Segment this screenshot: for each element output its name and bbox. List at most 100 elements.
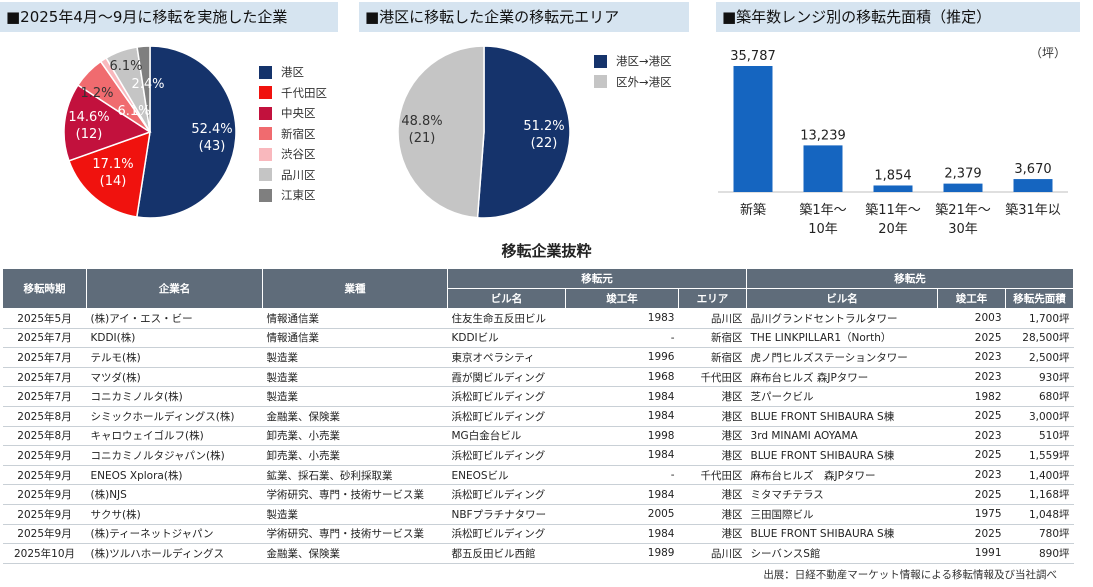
pie-count-label: (22) <box>531 136 558 151</box>
table-row: 2025年9月 サクサ(株) 製造業 NBFプラチナタワー 2005 港区 三田国際ビル 19… <box>2 504 1074 525</box>
pie-pct-label: 2.4% <box>131 77 164 92</box>
table-cell: 1,168坪 <box>1005 484 1074 505</box>
pie-slice <box>135 45 237 219</box>
legend-label: 新宿区 <box>281 126 316 141</box>
table-cell: 2025 <box>937 328 1006 349</box>
legend-swatch <box>259 127 272 141</box>
bar-unit-label: （坪） <box>1030 46 1067 60</box>
legend-label: 品川区 <box>281 167 316 182</box>
table-cell: 1968 <box>565 367 679 388</box>
table-cell: 品川グランドセントラルタワー <box>746 308 938 329</box>
bar <box>733 66 773 192</box>
table-cell: 1982 <box>937 386 1006 407</box>
table-cell: BLUE FRONT SHIBAURA S棟 <box>746 406 938 427</box>
col-to-building: ビル名 <box>746 288 939 309</box>
table-cell: 港区 <box>678 426 747 447</box>
table-cell: 卸売業、小売業 <box>262 426 448 447</box>
table-row: 2025年7月 KDDI(株) 情報通信業 KDDIビル - 新宿区 THE LINKPIL… <box>2 328 1074 349</box>
legend-item: 港区→港区 <box>594 51 672 72</box>
table-cell: (株)NJS <box>86 484 263 505</box>
legend-swatch <box>259 168 272 182</box>
table-title: 移転企業抜粋 <box>0 240 1093 261</box>
table-cell: 1984 <box>565 406 679 427</box>
table-cell: 金融業、保険業 <box>262 406 448 427</box>
bar-category-label: 築31年以 <box>1005 203 1061 218</box>
table-cell: 1,400坪 <box>1005 465 1074 486</box>
table-cell: コニカミノルタジャパン(株) <box>86 445 263 466</box>
col-from-area: エリア <box>677 288 748 309</box>
table-cell: 浜松町ビルディング <box>447 406 566 427</box>
table-cell: 890坪 <box>1005 543 1074 564</box>
table-cell: ENEOSビル <box>447 465 566 486</box>
table-cell: 千代田区 <box>678 367 747 388</box>
table-cell: 港区 <box>678 406 747 427</box>
table-cell: 1998 <box>565 426 679 447</box>
pie2-legend: 港区→港区区外→港区 <box>594 51 672 92</box>
table-cell: (株)アイ・エス・ビー <box>86 308 263 329</box>
table-cell: シーバンスS館 <box>746 543 938 564</box>
table-cell: 鉱業、採石業、砂利採取業 <box>262 465 448 486</box>
table-cell: 製造業 <box>262 367 448 388</box>
legend-item: 港区 <box>259 62 327 83</box>
table-cell: 港区 <box>678 386 747 407</box>
pie-pct-label: 17.1% <box>92 157 133 172</box>
bar <box>873 185 913 192</box>
legend-swatch <box>259 65 272 79</box>
table-cell: 2,500坪 <box>1005 347 1074 368</box>
table-cell: 1989 <box>565 543 679 564</box>
table-cell: 1,048坪 <box>1005 504 1074 525</box>
table-cell: 2025年9月 <box>2 504 87 525</box>
table-cell: BLUE FRONT SHIBAURA S棟 <box>746 445 938 466</box>
panel3-title: ■築年数レンジ別の移転先面積（推定） <box>716 2 1080 32</box>
legend-item: 区外→港区 <box>594 72 672 93</box>
table-cell: 1,700坪 <box>1005 308 1074 329</box>
table-row: 2025年9月 (株)NJS 学術研究、専門・技術サービス業 浜松町ビルディング 198… <box>2 484 1074 505</box>
bar-category-label: 築1年～ <box>799 203 846 218</box>
table-row: 2025年9月 コニカミノルタジャパン(株) 卸売業、小売業 浜松町ビルディング 198… <box>2 445 1074 466</box>
table-cell: KDDIビル <box>447 328 566 349</box>
table-cell: 虎ノ門ヒルズステーションタワー <box>746 347 938 368</box>
pie-count-label: (21) <box>409 131 436 146</box>
table-cell: 1991 <box>937 543 1006 564</box>
table-cell: 製造業 <box>262 386 448 407</box>
panel2-title: ■港区に移転した企業の移転元エリア <box>359 2 689 32</box>
legend-item: 千代田区 <box>259 83 327 104</box>
bar-value-label: 35,787 <box>730 49 776 64</box>
table-cell: NBFプラチナタワー <box>447 504 566 525</box>
table-cell: 2025 <box>937 524 1006 545</box>
bar <box>943 183 983 192</box>
table-cell: 28,500坪 <box>1005 328 1074 349</box>
table-cell: 1984 <box>565 484 679 505</box>
table-row: 2025年10月 (株)ツルハホールディングス 金融業、保険業 都五反田ビル西館 198… <box>2 543 1074 564</box>
table-cell: 1984 <box>565 524 679 545</box>
table-cell: 浜松町ビルディング <box>447 484 566 505</box>
table-cell: 2023 <box>937 367 1006 388</box>
pie-slice <box>67 130 151 218</box>
table-cell: - <box>565 328 679 349</box>
table-cell: 3rd MINAMI AOYAMA <box>746 426 938 447</box>
panel1-title: ■2025年4月～9月に移転を実施した企業 <box>0 2 338 32</box>
table-cell: サクサ(株) <box>86 504 263 525</box>
table-cell: 1984 <box>565 386 679 407</box>
table-cell: 2025年9月 <box>2 524 87 545</box>
bar-chart-area-by-age: 35,787 新築 13,239 築1年～ 10年 1,854 築11年～ 20年 2,379 築… <box>718 49 1068 237</box>
table-cell: 2025年9月 <box>2 445 87 466</box>
pie-count-label: (43) <box>199 139 226 154</box>
bar <box>1013 179 1053 192</box>
table-cell: 新宿区 <box>678 328 747 349</box>
table-cell: 東京オペラシティ <box>447 347 566 368</box>
pie-pct-label: 52.4% <box>191 122 232 137</box>
legend-label: 港区→港区 <box>616 54 672 69</box>
col-to-size: 移転先面積 <box>1005 288 1075 309</box>
table-cell: 1983 <box>565 308 679 329</box>
bar-category-label: 20年 <box>878 222 908 237</box>
table-cell: 510坪 <box>1005 426 1074 447</box>
table-cell: 2025年7月 <box>2 347 87 368</box>
table-cell: ミタマチテラス <box>746 484 938 505</box>
table-cell: 2025年5月 <box>2 308 87 329</box>
table-cell: 2025年7月 <box>2 367 87 388</box>
table-cell: 2023 <box>937 347 1006 368</box>
table-cell: 浜松町ビルディング <box>447 445 566 466</box>
table-cell: 製造業 <box>262 347 448 368</box>
pie-count-label: (12) <box>76 127 103 142</box>
